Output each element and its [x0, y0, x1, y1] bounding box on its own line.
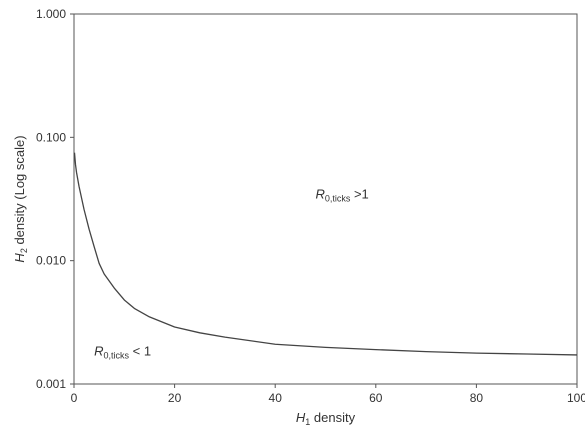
- x-tick-label: 0: [71, 391, 78, 405]
- y-tick-label: 0.100: [36, 130, 66, 144]
- x-tick-label: 100: [567, 391, 585, 405]
- y-axis-title-rest: density (Log scale): [12, 135, 27, 248]
- x-axis-title-sub: 1: [305, 417, 310, 427]
- region-annotation-sub: 0,ticks: [104, 351, 130, 361]
- y-axis-title-sub: 2: [19, 248, 29, 253]
- x-axis-title: H1 density: [296, 410, 356, 427]
- region-annotation-rest: < 1: [129, 344, 151, 359]
- ticks: 0 20 40 60 80 100 0.001 0.010 0.100 1.000: [36, 7, 585, 405]
- series: [73, 152, 578, 356]
- y-axis-title-var: H: [12, 253, 27, 263]
- x-tick-label: 60: [369, 391, 383, 405]
- y-tick-label: 0.001: [36, 377, 66, 391]
- x-axis-title-var: H: [296, 410, 306, 425]
- region-annotation-rest: >1: [350, 186, 368, 201]
- region-annotation: R0,ticks >1: [315, 186, 368, 203]
- region-annotation-var: R: [94, 344, 103, 359]
- y-axis-title: H2 density (Log scale): [12, 135, 29, 262]
- region-annotation-sub: 0,ticks: [325, 193, 351, 203]
- region-annotation-var: R: [315, 186, 324, 201]
- annotations: R0,ticks >1R0,ticks < 1: [94, 186, 369, 360]
- x-tick-label: 20: [168, 391, 182, 405]
- region-annotation: R0,ticks < 1: [94, 344, 151, 361]
- x-tick-label: 80: [470, 391, 484, 405]
- axes: [73, 13, 578, 385]
- x-axis-title-rest: density: [310, 410, 355, 425]
- x-tick-label: 40: [269, 391, 283, 405]
- y-tick-label: 1.000: [36, 7, 66, 21]
- y-tick-label: 0.010: [36, 254, 66, 268]
- plot-frame: [73, 13, 578, 385]
- series-line: [73, 152, 578, 356]
